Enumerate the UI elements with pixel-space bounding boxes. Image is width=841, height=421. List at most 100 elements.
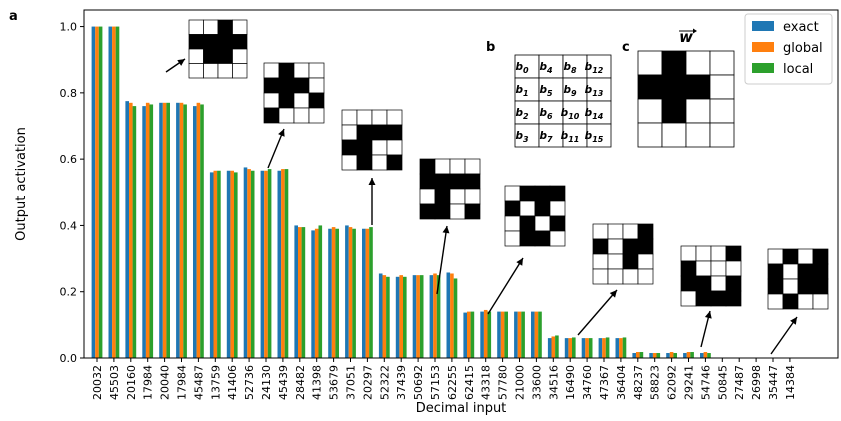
y-tick-label: 0.0 [60, 352, 78, 365]
bar-global-54746 [703, 352, 708, 358]
bar-global-52322 [382, 275, 387, 358]
bit-table-subscript: 11 [568, 135, 579, 144]
bar-exact-24130 [260, 170, 265, 358]
panel-label-b: b [486, 40, 495, 55]
x-tick-label: 20297 [361, 365, 374, 400]
pattern-cell [386, 139, 403, 156]
bar-local-58823 [656, 353, 661, 358]
pointer-arrowhead [704, 311, 712, 319]
pattern-cell [293, 77, 310, 94]
bar-exact-37051 [345, 225, 349, 358]
bit-table-subscript: 7 [547, 135, 553, 144]
pattern-cell [386, 154, 403, 171]
pattern-cell [293, 62, 310, 79]
bar-local-20032 [98, 26, 103, 358]
x-tick-label: 62092 [666, 365, 679, 400]
bit-table-subscript: 2 [523, 112, 529, 121]
pointer-arrow [577, 289, 618, 336]
pattern-cell [695, 290, 712, 307]
bar-exact-45487 [193, 106, 197, 358]
bit-table-subscript: 4 [546, 66, 553, 75]
bar-exact-20160 [125, 101, 129, 358]
y-axis: 0.0 0.2 0.4 0.6 0.8 1.0 [60, 21, 84, 365]
bar-global-33600 [534, 311, 539, 358]
bar-local-57153 [436, 275, 441, 358]
arrow-layer [165, 58, 798, 355]
bit-table-subscript: 1 [523, 89, 529, 98]
pattern-cell [434, 188, 451, 205]
pattern-cell [812, 293, 829, 310]
bar-exact-33600 [531, 311, 535, 358]
pattern-cell [504, 200, 521, 217]
pattern-cell [419, 203, 436, 220]
pattern-cell [278, 92, 295, 109]
bit-table-subscript: 6 [547, 112, 553, 121]
pattern-cell [308, 77, 325, 94]
bar-local-62415 [470, 311, 475, 358]
pattern-cell [797, 293, 814, 310]
bar-local-48237 [639, 352, 644, 358]
x-tick-label: 50845 [716, 365, 729, 400]
bar-global-62415 [467, 311, 471, 358]
bar-global-43318 [483, 309, 488, 358]
bar-exact-20297 [362, 228, 366, 358]
legend-label-exact: exact [783, 20, 819, 35]
weights-vector-arrowhead [693, 28, 697, 34]
pattern-cell [203, 48, 219, 64]
weights-cell [709, 122, 735, 148]
bar-local-20160 [132, 106, 137, 358]
pattern-cell [434, 203, 451, 220]
bar-exact-21000 [514, 311, 518, 358]
pattern-cell [464, 158, 481, 175]
x-tick-label: 62415 [463, 365, 476, 400]
pattern-cell [371, 124, 388, 141]
bar-local-53679 [335, 228, 339, 358]
weights-cell [637, 122, 663, 148]
pointer-arrow [487, 257, 524, 315]
pattern-cell [592, 238, 609, 255]
plot-frame [83, 9, 839, 359]
bar-exact-34760 [581, 338, 586, 358]
bit-table-subscript: 13 [592, 89, 604, 98]
pattern-cell [449, 173, 466, 190]
x-tick-label: 41398 [311, 365, 324, 400]
x-tick-label: 21000 [514, 365, 527, 400]
pattern-cell [464, 203, 481, 220]
pattern-cell [549, 215, 566, 232]
bar-global-17984 [145, 102, 150, 358]
pointer-arrowhead [609, 290, 617, 298]
pattern-cell [710, 260, 727, 277]
bar-local-50692 [419, 275, 424, 358]
bar-exact-20032 [91, 26, 96, 358]
pattern-cell [519, 185, 536, 202]
weights-cell [637, 50, 663, 76]
bar-exact-48237 [632, 353, 636, 358]
pointer-arrow [770, 316, 798, 355]
pattern-cell [767, 248, 784, 265]
y-tick-label: 0.6 [60, 153, 78, 166]
pattern-cell [371, 109, 388, 126]
x-tick-label: 24130 [260, 365, 273, 400]
pattern-cell [767, 278, 784, 295]
pattern-inset-2 [263, 62, 325, 124]
pattern-cell [782, 293, 799, 310]
bar-global-36404 [619, 338, 623, 358]
pattern-insets [188, 19, 829, 310]
bar-global-57780 [500, 311, 505, 358]
pattern-cell [341, 154, 358, 171]
pointer-arrowhead [177, 59, 185, 66]
pattern-cell [217, 34, 233, 50]
bar-exact-62092 [666, 353, 670, 358]
x-tick-label: 52322 [378, 365, 391, 400]
pattern-cell [386, 109, 403, 126]
y-tick-label: 0.4 [60, 219, 78, 232]
bit-table-subscript: 10 [568, 112, 580, 121]
bar-local-21000 [521, 311, 525, 358]
pattern-cell [637, 238, 654, 255]
x-tick-label: 28482 [294, 365, 307, 400]
bar-global-37051 [348, 227, 353, 358]
bar-global-45503 [112, 26, 116, 358]
bar-local-41406 [234, 172, 238, 358]
bar-exact-57153 [429, 275, 434, 358]
